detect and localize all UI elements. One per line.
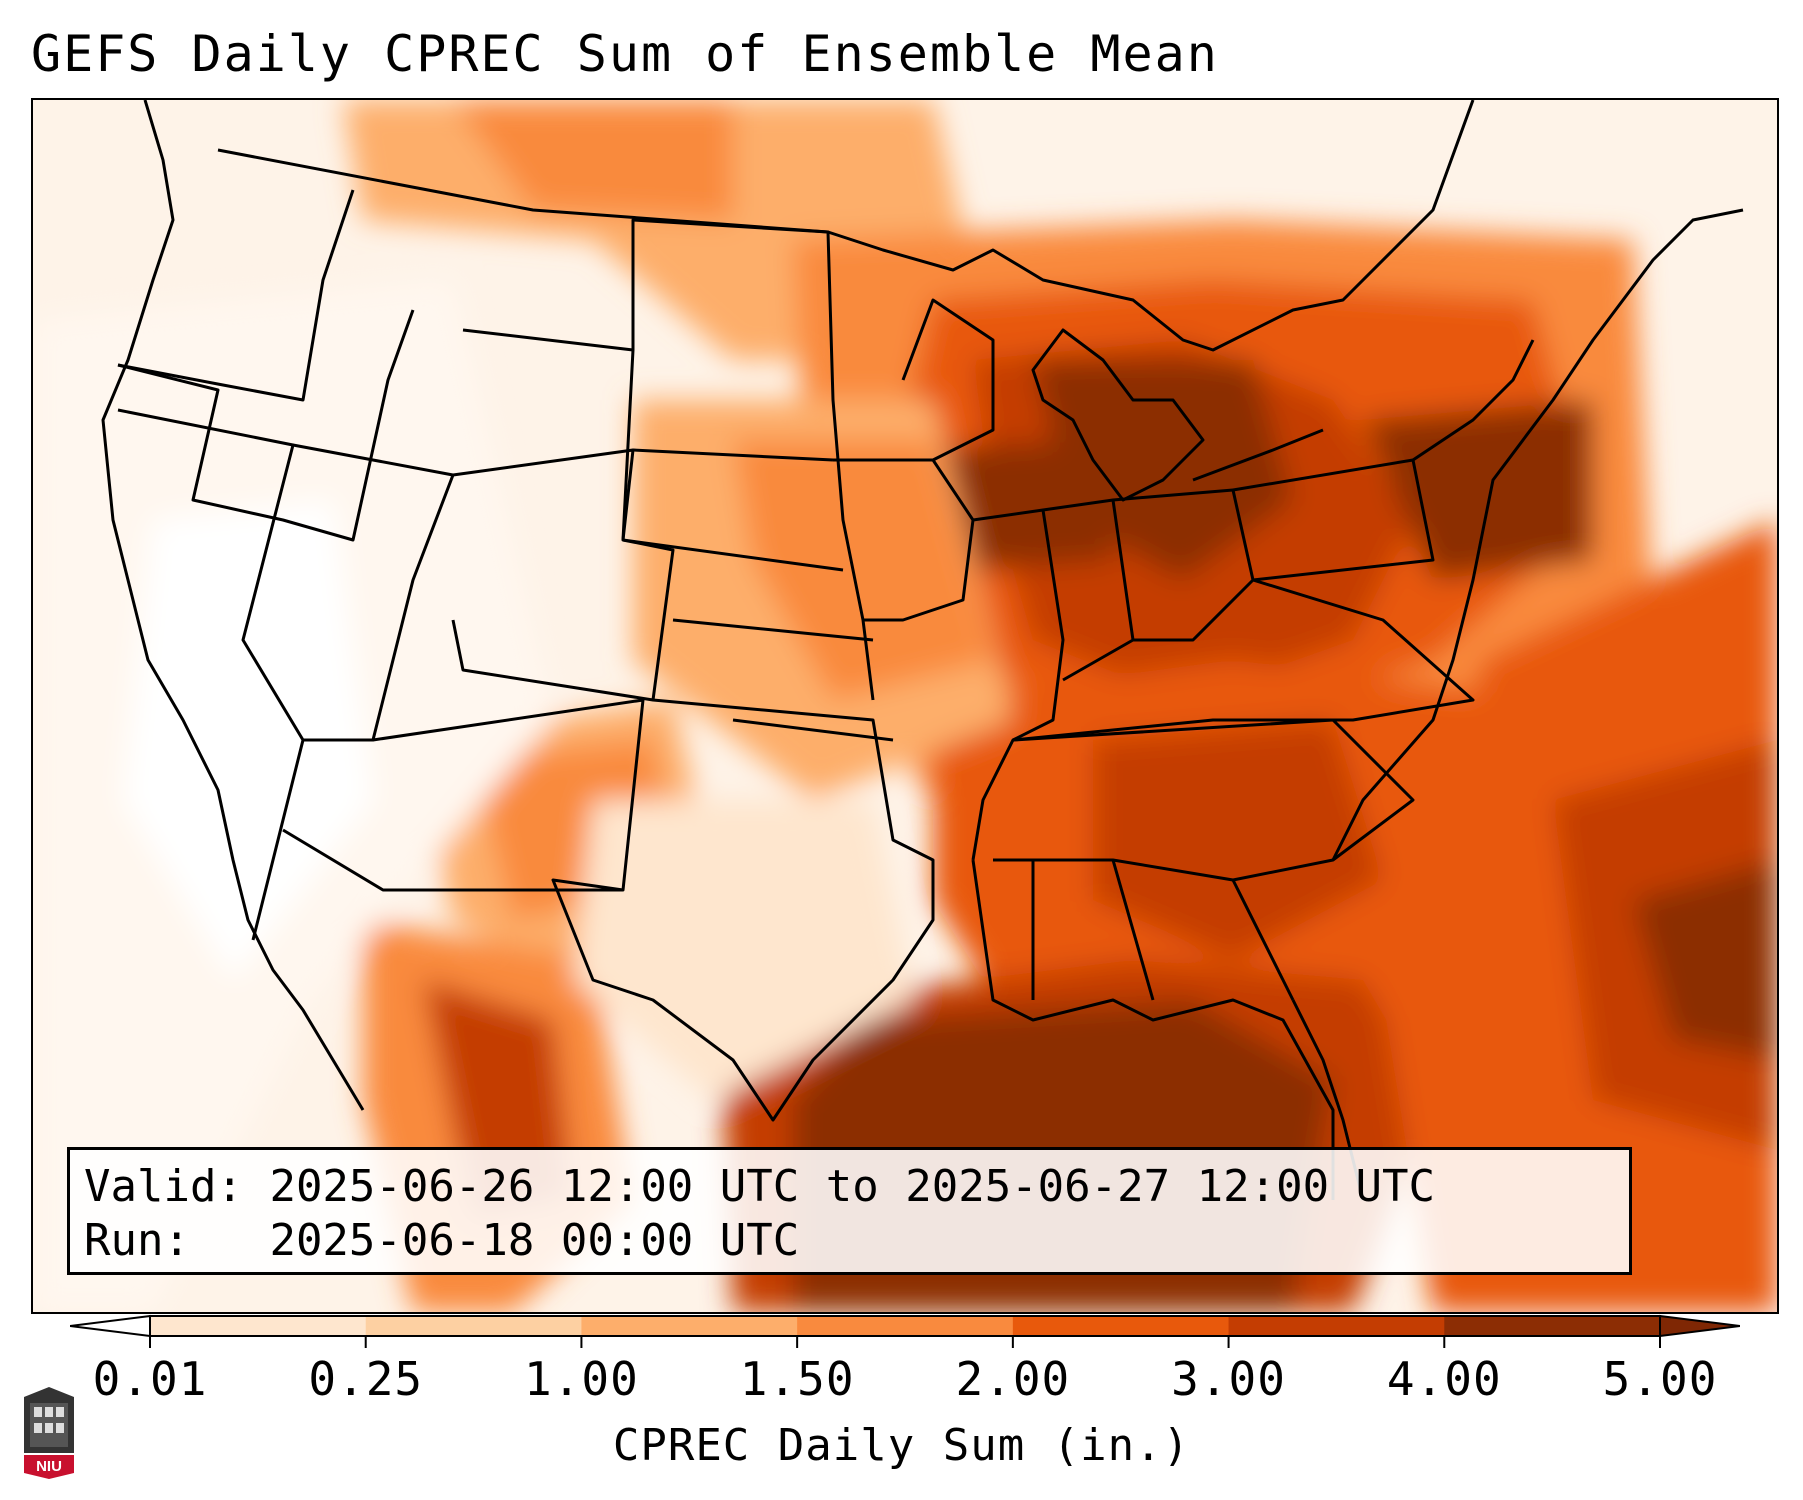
colorbar-segment <box>1228 1316 1445 1336</box>
wisconsin <box>901 298 995 462</box>
colorbar-tick-label: 0.01 <box>92 1352 208 1406</box>
colorbar-tick-label: 3.00 <box>1171 1352 1286 1406</box>
colorbar-segment <box>1444 1316 1661 1336</box>
oregon-idaho <box>117 309 415 542</box>
colorbar-label: CPREC Daily Sum (in.) <box>612 1420 1191 1471</box>
map-panel <box>31 98 1779 1314</box>
lake-michigan-region <box>1031 328 1205 502</box>
colorbar-segment <box>150 1316 367 1336</box>
colorbar <box>70 1314 1740 1348</box>
iowa <box>833 458 975 622</box>
colorbar-segments <box>149 1315 1661 1337</box>
colorbar-segment <box>1012 1316 1230 1336</box>
colorbar-tick-label: 0.25 <box>308 1352 424 1406</box>
colorbar-segment <box>797 1316 1014 1336</box>
colorbar-segment <box>581 1316 798 1336</box>
california-nevada <box>117 408 305 941</box>
ok <box>732 718 894 742</box>
washington-oregon <box>117 189 355 402</box>
nd-sd <box>632 448 834 462</box>
texas <box>551 698 935 1122</box>
nevada-utah <box>292 443 455 742</box>
gulf-states <box>971 859 1335 1200</box>
colorbar-tick-label: 1.50 <box>739 1352 855 1406</box>
colorbar-under-arrow <box>70 1314 151 1338</box>
valid-run-info: Valid: 2025-06-26 12:00 UTC to 2025-06-2… <box>67 1147 1632 1275</box>
precip-shading <box>33 100 1777 1312</box>
west-coastline <box>101 100 365 1111</box>
colorbar-segment <box>365 1316 582 1336</box>
kentucky-virginia <box>1012 578 1475 742</box>
colorbar-tick-label: 1.00 <box>524 1352 639 1406</box>
east-coastline <box>1331 208 1744 861</box>
svg-text:NIU: NIU <box>36 1458 62 1475</box>
run-label: Run: <box>84 1215 190 1266</box>
canada-border-east <box>827 100 1475 352</box>
indiana <box>1042 498 1135 682</box>
boundaries <box>101 100 1744 1201</box>
colorbar-over-arrow <box>1659 1314 1740 1338</box>
colorbar-ticks <box>149 1336 1661 1348</box>
colorbar-tick-label: 5.00 <box>1602 1352 1718 1406</box>
colorbar-tick-label: 4.00 <box>1386 1352 1502 1406</box>
niu-logo: NIU <box>24 1387 74 1479</box>
pennsylvania <box>1232 458 1435 582</box>
colorbar-tick-label: 2.00 <box>955 1352 1071 1406</box>
valid-label: Valid: <box>84 1161 243 1212</box>
run-value: 2025-06-18 00:00 UTC <box>269 1215 800 1266</box>
valid-value: 2025-06-26 12:00 UTC to 2025-06-27 12:00… <box>269 1161 1436 1212</box>
ks <box>672 618 874 642</box>
precip-map <box>33 100 1777 1312</box>
sd-ne <box>622 538 844 572</box>
chart-title: GEFS Daily CPREC Sum of Ensemble Mean <box>31 25 1219 83</box>
